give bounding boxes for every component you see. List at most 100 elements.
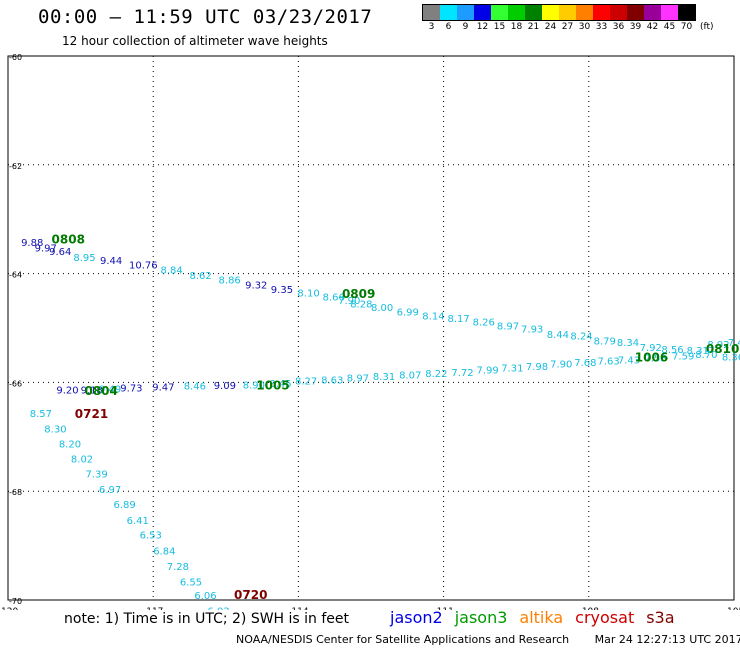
- scale-label: 27: [561, 22, 574, 32]
- wave-height-value: 8.26: [473, 317, 495, 328]
- wave-height-value: 7.68: [574, 358, 596, 369]
- scale-label: 42: [646, 22, 659, 32]
- scale-swatch: [610, 5, 627, 20]
- pass-time-label: 1005: [256, 378, 289, 392]
- wave-height-value: 9.88: [21, 238, 43, 249]
- wave-height-value: 8.45: [269, 379, 291, 390]
- lon-tick-label: -105: [724, 607, 740, 610]
- scale-label: 18: [510, 22, 523, 32]
- wave-height-value: 8.57: [30, 409, 52, 420]
- wave-height-value: 6.03: [207, 607, 229, 610]
- scale-label: 21: [527, 22, 540, 32]
- scale-swatch: [644, 5, 661, 20]
- wave-height-value: 7.99: [477, 366, 499, 377]
- wave-height-value: 9.20: [56, 385, 78, 396]
- scale-label: 33: [595, 22, 608, 32]
- wave-height-value: 8.28: [350, 299, 372, 310]
- wave-height-map: -120 -117 -114 -111 -108 -105 -60 -62 -64 -66 -68 -…: [0, 53, 740, 610]
- wave-height-value: 6.55: [180, 577, 202, 588]
- lon-tick-label: -114: [288, 607, 309, 610]
- lat-tick-label: -68: [9, 488, 22, 497]
- pass-time-label: 0809: [342, 287, 375, 301]
- scale-label: 39: [629, 22, 642, 32]
- wave-height-value: 8.44: [547, 330, 569, 341]
- scale-swatch: [559, 5, 576, 20]
- satellite-cryosat: cryosat: [575, 608, 635, 627]
- wave-height-value: 7.93: [521, 324, 543, 335]
- wave-height-value: 6.84: [153, 546, 175, 557]
- lon-tick-label: -117: [143, 607, 163, 610]
- pass-time-label: 0721: [75, 407, 108, 421]
- scale-swatch: [457, 5, 474, 20]
- wave-height-value: 8.97: [347, 373, 369, 384]
- scale-label: 9: [462, 22, 469, 32]
- wave-height-value: 7.90: [338, 296, 360, 307]
- wave-height-value: 8.36: [722, 353, 740, 364]
- wave-height-value: 8.14: [422, 311, 444, 322]
- lat-tick-label: -62: [9, 162, 22, 171]
- satellite-legend: jason2 jason3 altika cryosat s3a: [390, 608, 687, 627]
- wave-height-value: 9.18: [81, 385, 103, 396]
- scale-swatch: [491, 5, 508, 20]
- scale-label: 6: [445, 22, 452, 32]
- scale-swatch: [474, 5, 491, 20]
- wave-height-value: 8.31: [687, 346, 709, 357]
- map-frame: [7, 55, 735, 601]
- satellite-altika: altika: [519, 608, 564, 627]
- scale-label: 24: [544, 22, 557, 32]
- wave-height-value: 7.98: [526, 362, 548, 373]
- wave-height-value: 9.44: [100, 256, 122, 267]
- wave-height-value: 7.90: [550, 360, 572, 371]
- wave-height-value: 9.64: [49, 247, 71, 258]
- scale-swatch: [508, 5, 525, 20]
- wave-height-value: 6.97: [99, 485, 121, 496]
- color-scale-legend: 3 6 9 12 15 18 21 24 27 30 33 36 39 42 45 70 (ft): [422, 4, 714, 35]
- wave-height-value: 9.32: [245, 280, 267, 291]
- wave-height-value: 8.02: [71, 454, 93, 465]
- wave-height-value: 8.63: [321, 375, 343, 386]
- credit-timestamp: Mar 24 12:27:13 UTC 2017: [594, 633, 740, 646]
- credit-line: NOAA/NESDIS Center for Satellite Applica…: [236, 633, 740, 646]
- footnote: note: 1) Time is in UTC; 2) SWH is in fe…: [64, 611, 350, 627]
- satellite-jason2: jason2: [390, 608, 443, 627]
- scale-swatch: [661, 5, 678, 20]
- wave-height-value: 8.90: [243, 380, 265, 391]
- scale-label: 12: [476, 22, 489, 32]
- wave-height-value: 8.70: [695, 350, 717, 361]
- wave-height-value: 8.84: [160, 266, 182, 277]
- scale-swatch: [576, 5, 593, 20]
- wave-height-value: 10.76: [129, 261, 158, 272]
- wave-height-value: 8.20: [59, 440, 81, 451]
- pass-time-label: 0808: [52, 233, 85, 247]
- wave-height-value: 7.44: [728, 338, 740, 349]
- wave-height-value: 9.97: [35, 243, 57, 254]
- wave-height-value: 8.07: [399, 371, 421, 382]
- pass-time-label: 0720: [234, 588, 267, 602]
- scale-swatch: [678, 5, 695, 20]
- scale-label: 15: [493, 22, 506, 32]
- wave-height-value: 8.24: [570, 331, 592, 342]
- wave-height-value: 8.66: [323, 292, 345, 303]
- wave-height-value: 8.46: [184, 381, 206, 392]
- lat-tick-label: -70: [9, 597, 22, 606]
- wave-height-value: 9.35: [271, 285, 293, 296]
- scale-label: 36: [612, 22, 625, 32]
- wave-height-value: 8.30: [44, 424, 66, 435]
- map-title: 00:00 — 11:59 UTC 03/23/2017: [38, 6, 373, 28]
- scale-unit: (ft): [700, 22, 714, 32]
- wave-height-value: 6.41: [127, 516, 149, 527]
- scale-label: 30: [578, 22, 591, 32]
- wave-height-value: 7.59: [672, 352, 694, 363]
- scale-swatch: [525, 5, 542, 20]
- wave-height-value: 8.62: [190, 271, 212, 282]
- scale-label: 3: [428, 22, 435, 32]
- wave-height-value: 7.28: [167, 562, 189, 573]
- wave-height-value: 8.31: [373, 372, 395, 383]
- wave-height-value: 8.27: [295, 377, 317, 388]
- wave-height-value: 6.99: [397, 307, 419, 318]
- wave-height-value: 8.17: [447, 314, 469, 325]
- satellite-s3a: s3a: [646, 608, 675, 627]
- pass-time-label: 0810: [706, 342, 739, 356]
- scale-swatch: [627, 5, 644, 20]
- wave-height-value: 8.79: [594, 336, 616, 347]
